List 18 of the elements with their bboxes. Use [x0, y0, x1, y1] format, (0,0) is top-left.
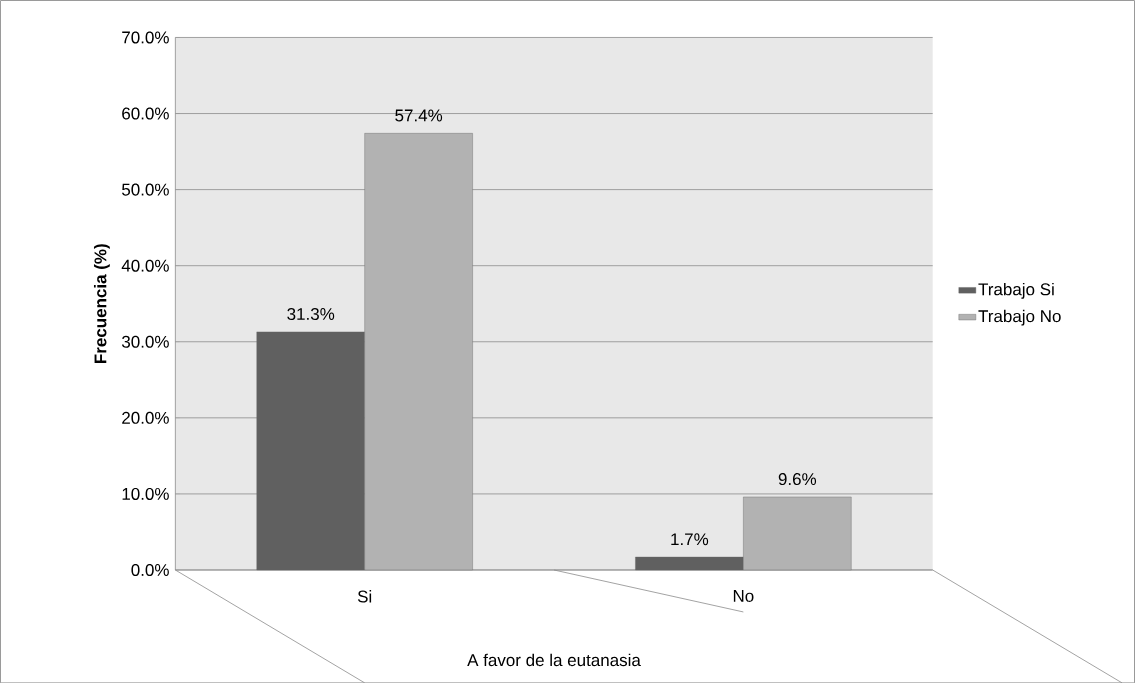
- x-tick-label: No: [733, 589, 754, 602]
- y-tick-label: 0.0%: [131, 563, 169, 576]
- y-tick-label: 20.0%: [122, 411, 169, 424]
- y-tick-label: 60.0%: [122, 107, 169, 120]
- data-label: 9.6%: [778, 472, 817, 485]
- data-label: 57.4%: [395, 109, 443, 122]
- y-axis-title: Frecuencia (%): [93, 244, 110, 363]
- data-label: 31.3%: [287, 307, 335, 320]
- y-tick-label: 30.0%: [121, 335, 169, 348]
- data-label: 1.7%: [671, 533, 709, 546]
- legend-label: Trabajo Si: [978, 282, 1054, 299]
- x-tick-label: Si: [357, 589, 372, 603]
- y-tick-label: 50.0%: [122, 183, 169, 196]
- x-axis-title: A favor de la eutanasia: [467, 653, 641, 666]
- y-tick-label: 10.0%: [122, 487, 169, 500]
- legend-label: Trabajo No: [978, 309, 1061, 326]
- y-tick-label: 40.0%: [121, 259, 169, 272]
- y-tick-label: 70.0%: [122, 31, 169, 44]
